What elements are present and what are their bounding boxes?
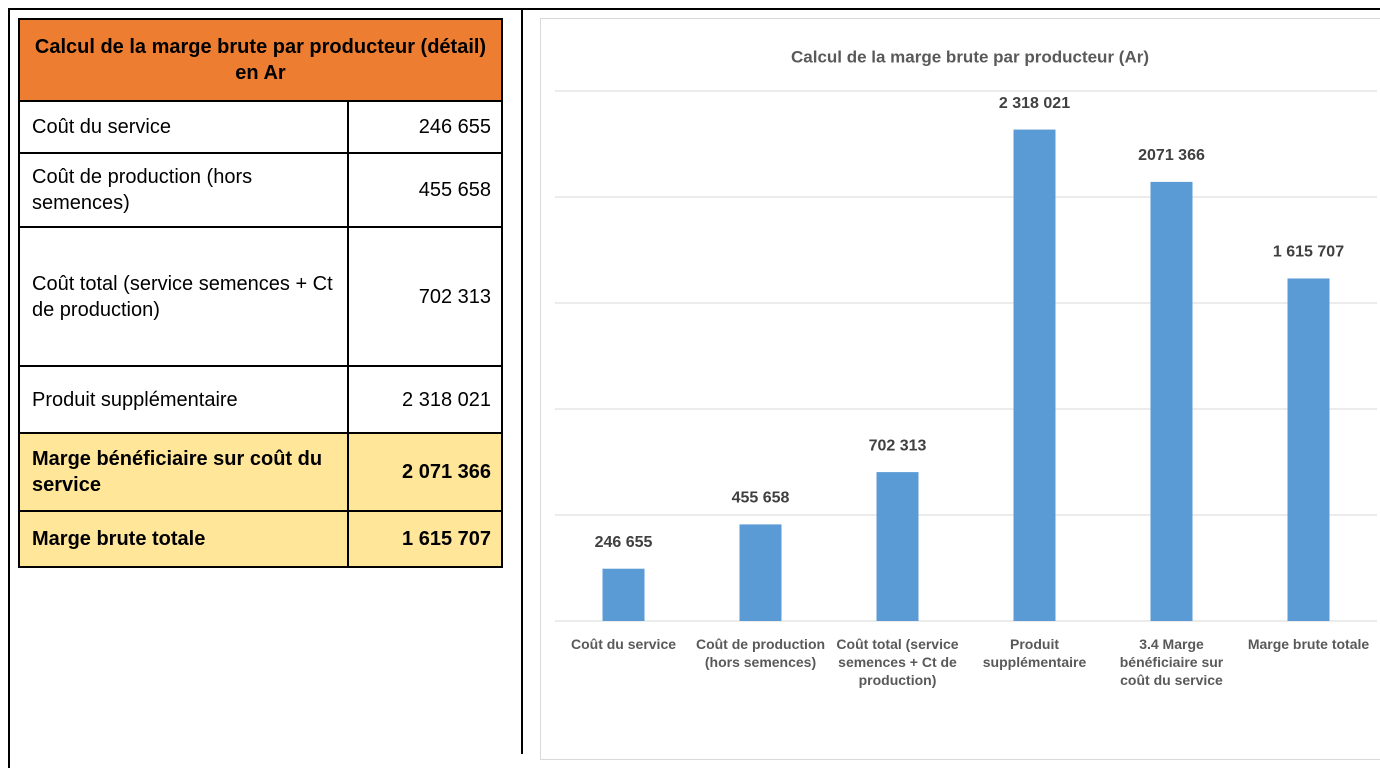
chart-title: Calcul de la marge brute par producteur …	[791, 47, 1149, 66]
chart: Calcul de la marge brute par producteur …	[555, 47, 1377, 622]
data-label: 246 655	[595, 534, 653, 551]
row: Marge bénéficiaire sur coût du service 2 …	[18, 432, 503, 512]
row-label: Coût total (service semences + Ct de pro…	[18, 226, 349, 367]
row-value: 2 318 021	[347, 365, 503, 434]
bar	[739, 524, 782, 621]
bar	[1150, 181, 1193, 621]
data-label: 1 615 707	[1273, 244, 1344, 261]
row-label: Coût de production (hors semences)	[18, 152, 349, 228]
row: Produit supplémentaire 2 318 021	[18, 365, 503, 434]
row: Coût de production (hors semences) 455 65…	[18, 152, 503, 228]
bar	[876, 472, 919, 621]
data-label: 2071 366	[1138, 147, 1205, 164]
margin-table: Calcul de la marge brute par producteur …	[18, 18, 503, 568]
row-label: Marge bénéficiaire sur coût du service	[18, 432, 349, 512]
row-value: 2 071 366	[347, 432, 503, 512]
x-tick-label: Coût du service	[570, 636, 677, 652]
bar	[1287, 278, 1330, 621]
x-tick-label: Coût total (service semences + Ct de pro…	[836, 636, 959, 689]
row-value: 246 655	[347, 100, 503, 154]
data-label: 455 658	[732, 490, 790, 507]
bar	[1013, 129, 1056, 621]
x-tick-label: 3.4 Marge bénéficiaire sur coût du servi…	[1119, 636, 1224, 689]
x-tick-label: Coût de production (hors semences)	[695, 636, 826, 671]
data-label: 2 318 021	[999, 95, 1070, 112]
row: Marge brute totale 1 615 707	[18, 510, 503, 568]
row-value: 1 615 707	[347, 510, 503, 568]
row-label: Marge brute totale	[18, 510, 349, 568]
title-row: Calcul de la marge brute par producteur …	[18, 18, 503, 102]
x-tick-label: Produit supplémentaire	[982, 636, 1087, 671]
data-label: 702 313	[869, 437, 927, 454]
row-label: Coût du service	[18, 100, 349, 154]
row-value: 455 658	[347, 152, 503, 228]
row-label: Produit supplémentaire	[18, 365, 349, 434]
divider	[521, 8, 523, 754]
row: Coût total (service semences + Ct de pro…	[18, 226, 503, 367]
row-value: 702 313	[347, 226, 503, 367]
row: Coût du service 246 655	[18, 100, 503, 154]
table-title: Calcul de la marge brute par producteur …	[18, 18, 503, 102]
frame	[8, 8, 1380, 768]
bar	[602, 568, 645, 621]
x-tick-label: Marge brute totale	[1247, 636, 1370, 652]
